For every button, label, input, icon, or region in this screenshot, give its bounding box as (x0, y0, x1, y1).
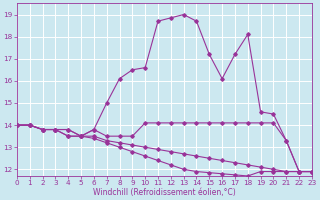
X-axis label: Windchill (Refroidissement éolien,°C): Windchill (Refroidissement éolien,°C) (93, 188, 236, 197)
